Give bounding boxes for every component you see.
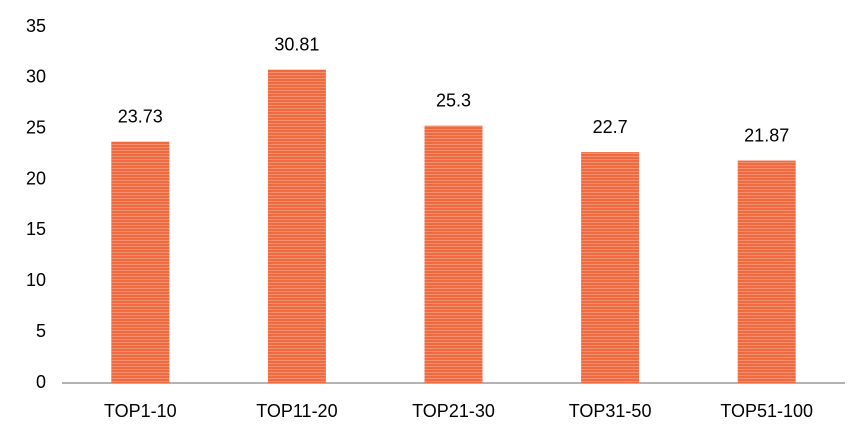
- value-label: 30.81: [274, 34, 319, 54]
- y-tick-label: 5: [36, 321, 46, 341]
- bar: [267, 69, 326, 383]
- x-tick-label: TOP51-100: [720, 401, 813, 421]
- x-tick-label: TOP11-20: [256, 401, 337, 421]
- y-tick-label: 0: [36, 372, 46, 392]
- bar: [737, 160, 796, 383]
- y-tick-label: 30: [26, 67, 46, 87]
- y-tick-label: 20: [26, 168, 46, 188]
- x-tick-label: TOP1-10: [104, 401, 177, 421]
- bar: [424, 125, 483, 384]
- value-label: 21.87: [744, 125, 789, 145]
- value-label: 22.7: [593, 117, 628, 137]
- x-tick-label: TOP31-50: [569, 401, 652, 421]
- value-label: 25.3: [436, 90, 471, 110]
- y-tick-label: 15: [26, 219, 46, 239]
- value-label: 23.73: [118, 106, 163, 126]
- x-tick-label: TOP21-30: [412, 401, 495, 421]
- y-tick-label: 35: [26, 16, 46, 36]
- bar: [581, 152, 640, 383]
- bar: [111, 141, 170, 383]
- y-tick-label: 25: [26, 117, 46, 137]
- y-tick-label: 10: [26, 270, 46, 290]
